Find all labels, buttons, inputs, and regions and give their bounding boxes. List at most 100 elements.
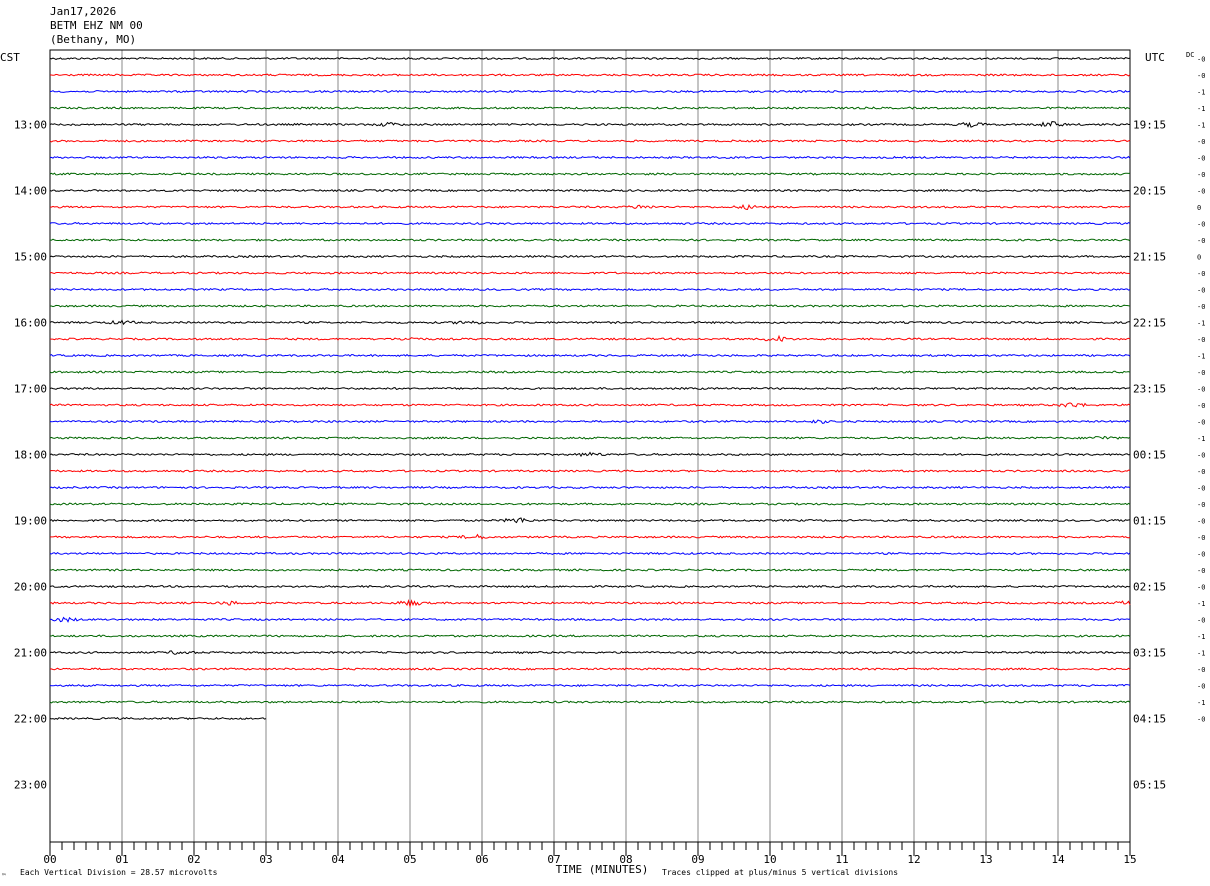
dc-value: -0 (1197, 72, 1205, 80)
hour-label-utc: 05:15 (1133, 779, 1166, 792)
trace-row (49, 106, 1131, 110)
x-tick-label: 08 (619, 853, 632, 866)
trace-row (49, 402, 1131, 408)
hour-label-utc: 21:15 (1133, 251, 1166, 264)
hour-label-cst: 13:00 (14, 119, 47, 132)
trace-row (49, 287, 1131, 292)
trace-row (49, 435, 1131, 440)
dc-value: -1 (1197, 600, 1205, 608)
trace-row (49, 334, 1131, 342)
dc-value: -0 (1197, 171, 1205, 179)
x-tick-label: 06 (475, 853, 488, 866)
hour-label-cst: 20:00 (14, 581, 47, 594)
trace-row (49, 683, 1131, 688)
hour-label-cst: 17:00 (14, 383, 47, 396)
dc-value: -0 (1197, 237, 1205, 245)
x-tick-label: 04 (331, 853, 345, 866)
dc-value: -0 (1197, 452, 1205, 460)
x-tick-label: 07 (547, 853, 560, 866)
trace-row (49, 386, 1131, 391)
dc-header: DC (1186, 51, 1194, 59)
dc-value: -0 (1197, 138, 1205, 146)
dc-value: 0 (1197, 254, 1201, 262)
hour-label-cst: 16:00 (14, 317, 47, 330)
header-location: (Bethany, MO) (50, 33, 137, 46)
trace-row (49, 568, 1131, 572)
x-tick-label: 05 (403, 853, 416, 866)
hour-label-utc: 04:15 (1133, 713, 1166, 726)
x-tick-label: 13 (979, 853, 992, 866)
dc-value: -0 (1197, 303, 1205, 311)
trace-row (49, 370, 1131, 374)
trace-row (49, 89, 1131, 94)
trace-row (49, 121, 1130, 128)
x-tick-label: 09 (691, 853, 704, 866)
hour-label-cst: 18:00 (14, 449, 47, 462)
hour-label-cst: 22:00 (14, 713, 47, 726)
trace-row (49, 650, 1131, 655)
dc-value: -0 (1197, 386, 1205, 394)
dc-value: -1 (1197, 320, 1205, 328)
x-tick-label: 01 (115, 853, 128, 866)
header-station: BETM EHZ NM 00 (50, 19, 143, 32)
dc-value: -0 (1197, 518, 1205, 526)
x-tick-label: 15 (1123, 853, 1136, 866)
trace-row (49, 616, 1131, 623)
trace-row (49, 485, 1131, 490)
hour-label-utc: 01:15 (1133, 515, 1166, 528)
trace-row (49, 533, 1131, 540)
x-tick-label: 10 (763, 853, 776, 866)
x-tick-label: 11 (835, 853, 848, 866)
dc-value: -0 (1197, 221, 1205, 229)
trace-row (49, 56, 1131, 61)
corner-mark: ™ (2, 873, 6, 880)
trace-row (49, 203, 1131, 211)
dc-value: -0 (1197, 485, 1205, 493)
dc-value: -0 (1197, 56, 1205, 64)
dc-value: -0 (1197, 369, 1205, 377)
trace-row (49, 599, 1131, 609)
trace-row (49, 319, 1131, 326)
dc-value: -0 (1197, 270, 1205, 278)
x-tick-label: 14 (1051, 853, 1065, 866)
header-date: Jan17,2026 (50, 5, 117, 18)
trace-row (50, 634, 1131, 638)
dc-value: -0 (1197, 402, 1205, 410)
dc-value: -1 (1197, 435, 1205, 443)
trace-row (49, 221, 1131, 226)
trace-row (49, 271, 1131, 275)
trace-row (49, 139, 1131, 143)
dc-value: -0 (1197, 419, 1205, 427)
trace-row (49, 451, 1130, 458)
trace-row (49, 551, 1131, 556)
trace-row (49, 469, 1131, 473)
dc-value: -1 (1197, 353, 1205, 361)
dc-value: -0 (1197, 188, 1205, 196)
dc-value: -0 (1197, 501, 1205, 509)
dc-value: -0 (1197, 716, 1205, 724)
trace-row (49, 584, 1131, 589)
trace-row (49, 419, 1131, 424)
hour-label-cst: 19:00 (14, 515, 47, 528)
hour-label-cst: 14:00 (14, 185, 47, 198)
hour-label-utc: 03:15 (1133, 647, 1166, 660)
dc-value: -0 (1197, 155, 1205, 163)
dc-value: -0 (1197, 683, 1205, 691)
trace-row (49, 716, 267, 721)
dc-value: -0 (1197, 567, 1205, 575)
dc-value: -1 (1197, 633, 1205, 641)
trace-row (49, 238, 1131, 242)
dc-value: -1 (1197, 699, 1205, 707)
dc-value: -0 (1197, 534, 1205, 542)
dc-value: -0 (1197, 617, 1205, 625)
trace-row (49, 172, 1131, 176)
x-axis-title: TIME (MINUTES) (556, 863, 649, 876)
x-tick-label: 12 (907, 853, 920, 866)
dc-value: -0 (1197, 287, 1205, 295)
trace-row (49, 667, 1131, 671)
trace-row (50, 304, 1131, 308)
hour-label-utc: 00:15 (1133, 449, 1166, 462)
trace-row (49, 353, 1131, 358)
dc-value: -1 (1197, 89, 1205, 97)
